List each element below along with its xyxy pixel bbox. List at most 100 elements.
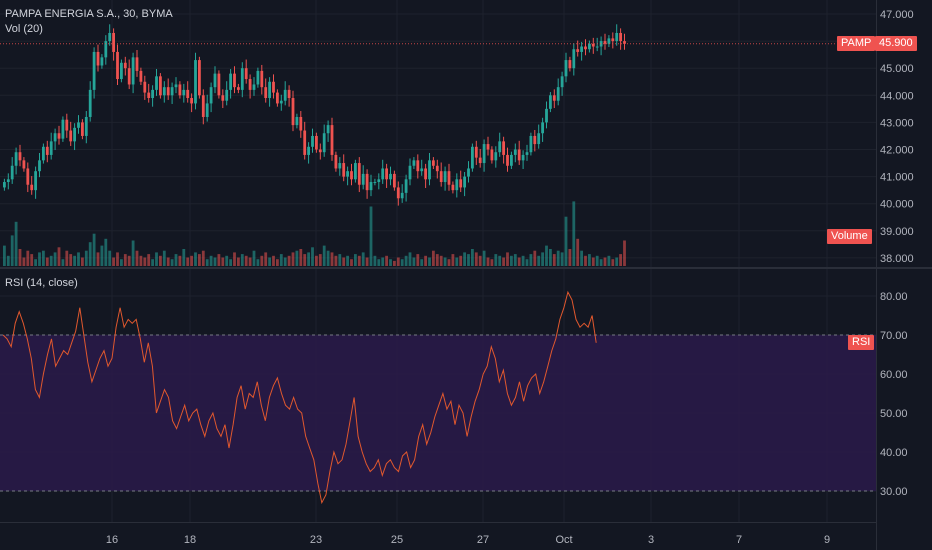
- volume-bar: [393, 260, 396, 266]
- candle-body: [42, 146, 45, 161]
- volume-bar: [116, 252, 119, 266]
- candle-body: [233, 73, 236, 88]
- candle-body: [615, 32, 619, 42]
- volume-bar: [104, 238, 108, 266]
- candle-body: [244, 68, 248, 80]
- volume-bar: [162, 250, 166, 266]
- time-tick-label: 3: [648, 534, 654, 546]
- candle-body: [334, 154, 338, 169]
- price-axis[interactable]: 47.00046.00045.00044.00043.00042.00041.0…: [880, 9, 914, 265]
- volume-legend[interactable]: Vol (20): [5, 23, 43, 35]
- volume-bar: [307, 252, 310, 266]
- candle-body: [478, 157, 482, 164]
- symbol-legend[interactable]: PAMPA ENERGIA S.A., 30, BYMA: [5, 8, 173, 20]
- price-tick-label: 43.000: [880, 117, 914, 129]
- volume-bar: [77, 252, 80, 266]
- candle-body: [443, 171, 447, 183]
- candle-body: [295, 116, 299, 126]
- candle-body: [198, 60, 201, 96]
- volume-bar: [194, 252, 197, 266]
- volume-bar: [42, 250, 45, 266]
- candle-body: [361, 173, 365, 185]
- volume-bar: [537, 255, 541, 266]
- volume-bar: [490, 259, 494, 266]
- volume-bar: [81, 257, 84, 266]
- candle-body: [260, 70, 264, 88]
- volume-bar: [318, 254, 322, 266]
- volume-bar: [143, 257, 147, 266]
- candle-body: [311, 135, 314, 147]
- candle-body: [3, 182, 6, 188]
- candle-body: [572, 49, 576, 69]
- volume-bar: [412, 257, 416, 266]
- time-tick-label: Oct: [555, 534, 572, 546]
- time-tick-label: 9: [824, 534, 830, 546]
- volume-bar: [84, 250, 88, 266]
- volume-bar: [346, 255, 349, 266]
- candle-body: [342, 163, 346, 177]
- volume-bar: [166, 257, 170, 266]
- time-axis[interactable]: 16 18 23 25 27 Oct 3 7 9: [106, 534, 830, 546]
- price-tick-label: 47.000: [880, 9, 914, 21]
- volume-bar: [213, 257, 217, 266]
- time-tick-label: 16: [106, 534, 118, 546]
- price-tick-label: 45.000: [880, 63, 914, 75]
- volume-bar: [541, 252, 544, 266]
- volume-bar: [560, 252, 564, 266]
- candle-body: [237, 87, 240, 90]
- volume-bar: [295, 250, 299, 266]
- volume-bar: [400, 259, 404, 266]
- volume-bar: [619, 254, 622, 266]
- candle-body: [45, 146, 49, 155]
- volume-bar: [201, 250, 205, 266]
- rsi-tick-label: 70.00: [880, 330, 908, 342]
- candle-body: [564, 60, 568, 77]
- volume-bar: [342, 257, 346, 266]
- volume-bar: [112, 257, 115, 266]
- volume-bar: [186, 257, 190, 266]
- candle-body: [155, 76, 158, 90]
- candle-body: [291, 98, 295, 126]
- candle-body: [264, 87, 268, 99]
- volume-bar: [151, 259, 154, 266]
- volume-bar: [45, 257, 49, 266]
- volume-bar: [229, 259, 232, 266]
- candle-body: [545, 108, 548, 123]
- candle-body: [490, 149, 494, 161]
- candle-body: [377, 179, 381, 183]
- volume-bar: [100, 245, 104, 266]
- volume-bar: [435, 254, 439, 266]
- candle-body: [170, 87, 174, 96]
- candle-body: [400, 192, 404, 199]
- volume-bar: [69, 254, 73, 266]
- candle-body: [463, 176, 466, 188]
- volume-bar: [92, 233, 96, 266]
- volume-bar: [159, 255, 162, 266]
- rsi-legend[interactable]: RSI (14, close): [5, 277, 78, 289]
- candle-body: [73, 127, 76, 142]
- rsi-axis[interactable]: 80.00 70.00 60.00 50.00 40.00 30.00: [880, 291, 908, 498]
- volume-bar: [53, 252, 57, 266]
- volume-bar: [365, 257, 369, 266]
- candle-body: [162, 87, 166, 96]
- volume-bar: [315, 255, 318, 266]
- volume-bar: [471, 249, 474, 266]
- candle-body: [506, 154, 509, 166]
- candle-body: [517, 149, 521, 161]
- volume-bar: [404, 255, 408, 266]
- candle-body: [57, 133, 61, 139]
- volume-bar: [408, 252, 412, 266]
- price-tick-label: 40.000: [880, 199, 914, 211]
- time-tick-label: 23: [310, 534, 322, 546]
- volume-bar: [447, 259, 451, 266]
- candle-body: [307, 146, 310, 155]
- volume-bar: [182, 249, 186, 266]
- candle-body: [256, 70, 260, 85]
- candle-body: [404, 179, 408, 193]
- candle-body: [252, 84, 256, 90]
- candle-body: [326, 125, 330, 134]
- volume-bar: [373, 255, 377, 266]
- volume-bar: [330, 252, 334, 266]
- candle-body: [529, 135, 533, 153]
